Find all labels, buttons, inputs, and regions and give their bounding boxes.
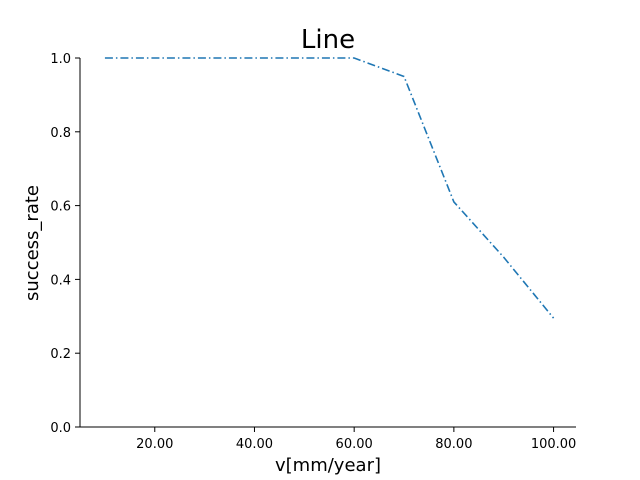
y-tick-label: 1.0 — [50, 52, 71, 67]
plot-area — [104, 57, 555, 319]
chart-title: Line — [301, 25, 355, 55]
x-axis-ticks: 20.00 40.00 60.00 80.00 100.00 — [136, 427, 576, 452]
x-tick-label: 20.00 — [136, 437, 173, 452]
y-axis-label: success_rate — [22, 185, 43, 301]
x-tick-label: 40.00 — [236, 437, 273, 452]
y-tick-label: 0.2 — [50, 347, 71, 362]
y-tick-label: 0.0 — [50, 421, 71, 436]
x-axis-label: v[mm/year] — [275, 455, 381, 476]
y-tick-label: 0.6 — [50, 200, 71, 215]
x-tick-label: 60.00 — [336, 437, 373, 452]
y-axis-ticks: 0.0 0.2 0.4 0.6 0.8 1.0 — [50, 52, 80, 436]
x-tick-label: 100.00 — [531, 437, 577, 452]
y-tick-label: 0.4 — [50, 273, 71, 288]
x-tick-label: 80.00 — [435, 437, 472, 452]
y-tick-label: 0.8 — [50, 126, 71, 141]
series-line — [104, 57, 555, 319]
